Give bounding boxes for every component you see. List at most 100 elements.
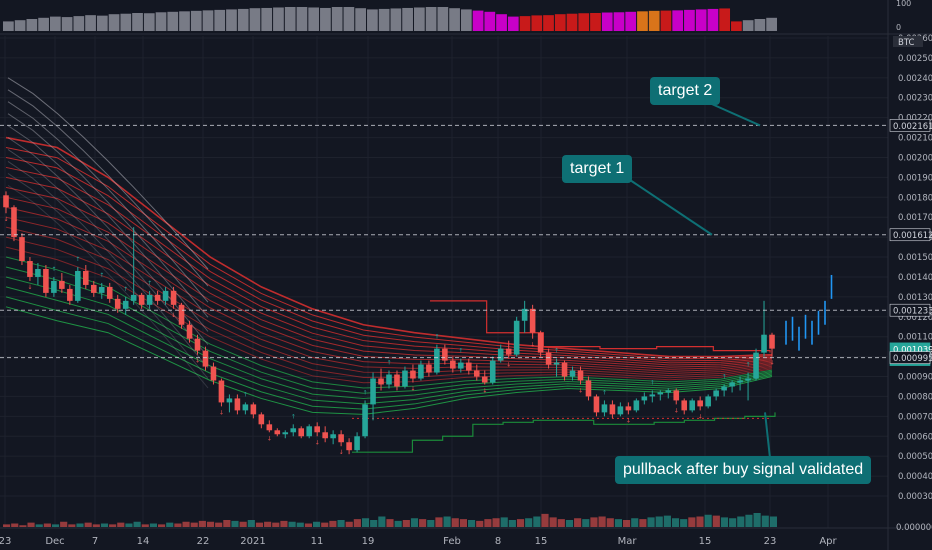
indicator-bar [484, 11, 496, 32]
candle-body [362, 404, 368, 437]
volume-bar [419, 519, 427, 527]
indicator-bar [355, 8, 367, 31]
candle-body [298, 428, 305, 437]
ma-ribbon-line-gray [7, 172, 209, 379]
time-axis-label: 8 [495, 536, 501, 547]
indicator-bar [38, 17, 49, 31]
annotation-pointer-target-2 [704, 100, 761, 127]
volume-bar [11, 523, 19, 527]
candle-body [681, 400, 688, 411]
signal-marker: ↓ [219, 409, 224, 416]
volume-bar [753, 513, 761, 527]
indicator-bar [320, 7, 331, 32]
volume-bar [745, 514, 753, 527]
indicator-bar [660, 10, 672, 31]
candle-body [194, 338, 201, 351]
indicator-bar [226, 9, 237, 31]
ma-ribbon-line [5, 306, 773, 415]
signal-marker: ↑ [147, 280, 152, 287]
candle-body [11, 207, 17, 238]
volume-bar [321, 522, 329, 527]
volume-bar [565, 520, 574, 527]
price-tick-label: 0.000300 [898, 492, 932, 502]
indicator-bar [742, 20, 754, 31]
candle-body [521, 308, 528, 321]
candle-body [234, 398, 241, 411]
price-label-box [889, 351, 931, 364]
volume-bar [590, 517, 598, 527]
price-label-box [889, 119, 931, 132]
time-axis-label: Mar [618, 536, 638, 547]
volume-bar [631, 518, 639, 527]
indicator-bar [179, 11, 190, 31]
indicator-bar [707, 8, 719, 31]
volume-bar [606, 518, 614, 527]
candle-body [481, 376, 488, 383]
ma-ribbon-line [5, 296, 773, 410]
signal-marker: ↓ [698, 413, 703, 420]
ma-ribbon-line [5, 136, 773, 358]
signal-marker: ↓ [506, 362, 511, 369]
annotation-target-1[interactable]: target 1 [562, 155, 633, 183]
volume-bar [215, 522, 223, 527]
candle-body [761, 334, 767, 353]
candle-body [697, 400, 703, 407]
indicator-bar [496, 14, 507, 31]
volume-bar [43, 523, 51, 527]
volume-bar [484, 519, 492, 527]
indicator-bar [460, 9, 472, 31]
volume-bar [51, 524, 60, 527]
indicator-bar [331, 7, 343, 31]
candle-body [458, 362, 464, 369]
volume-bar [468, 520, 476, 527]
volume-bar [158, 524, 166, 527]
candle-body [402, 370, 408, 387]
volume-bar [296, 522, 304, 527]
candle-body [51, 280, 57, 293]
volume-bar [386, 519, 394, 527]
indicator-bar [554, 14, 566, 31]
time-axis-label: 7 [92, 536, 98, 547]
annotation-pointer-target-1 [629, 179, 713, 236]
signal-marker: ↑ [363, 389, 368, 396]
indicator-bar [296, 7, 308, 31]
candle-body [186, 324, 193, 339]
signal-marker: ↓ [267, 435, 272, 442]
time-axis-label: 23 [764, 536, 777, 547]
indicator-bar [261, 7, 273, 32]
price-label-text: 0.002161 [893, 122, 932, 132]
indicator-bar [601, 12, 613, 31]
candle-body [633, 400, 640, 411]
volume-bar [614, 519, 622, 527]
annotation-target-2[interactable]: target 2 [650, 77, 721, 105]
ma-ribbon-line [5, 286, 773, 405]
signal-marker: ↓ [482, 387, 487, 394]
signal-marker: ↓ [27, 284, 32, 291]
signal-marker: ↓ [410, 385, 415, 392]
resistance-step-line [430, 300, 771, 353]
volume-bar [557, 519, 565, 527]
candle-body [673, 390, 680, 401]
ma-ribbon-line-gray [7, 113, 209, 318]
signal-marker: ↑ [554, 348, 559, 355]
ma-ribbon-line-gray [7, 149, 209, 358]
volume-bar [729, 518, 737, 527]
trailing-stop-line [352, 412, 776, 453]
signal-marker: ↓ [578, 387, 583, 394]
annotation-pullback[interactable]: pullback after buy signal validated [615, 456, 872, 484]
signal-marker: ↓ [195, 358, 200, 365]
volume-bar [272, 522, 280, 527]
candle-body [178, 304, 185, 325]
time-axis-label: Apr [819, 536, 837, 547]
indicator-bar [625, 11, 637, 32]
